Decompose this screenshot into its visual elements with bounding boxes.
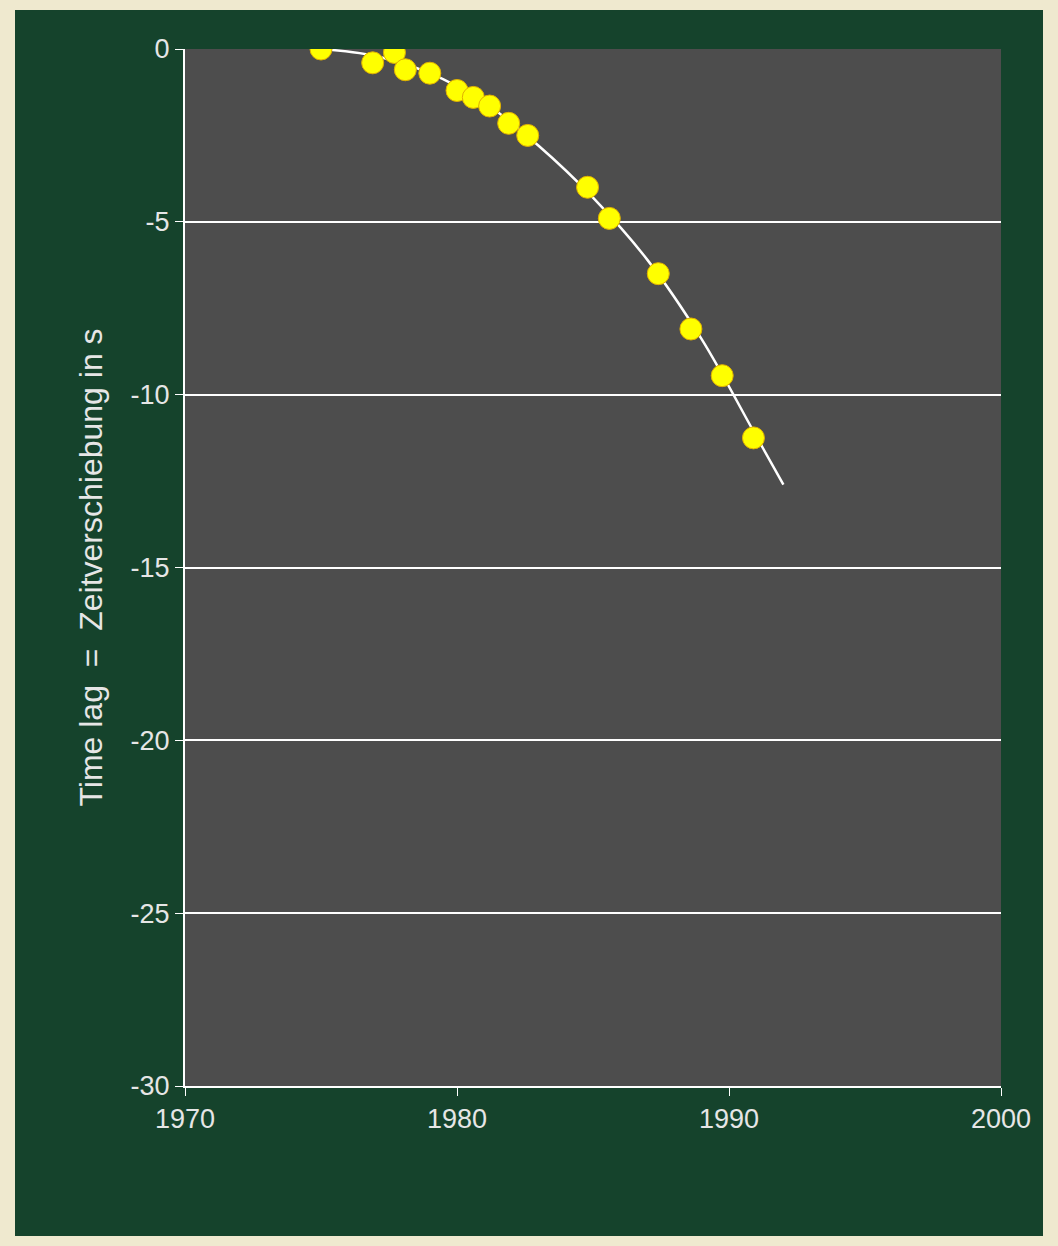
svg-text:-30: -30: [131, 1071, 170, 1101]
svg-text:1980: 1980: [427, 1104, 487, 1134]
svg-text:2000: 2000: [971, 1104, 1031, 1134]
svg-text:-25: -25: [131, 899, 170, 929]
svg-text:-15: -15: [131, 553, 170, 583]
svg-text:-10: -10: [131, 380, 170, 410]
svg-text:1990: 1990: [699, 1104, 759, 1134]
svg-text:Time lag = Zeitverschiebung: Time lag = Zeitverschiebung in s: [73, 328, 109, 806]
svg-text:0: 0: [155, 34, 170, 64]
svg-text:-5: -5: [146, 207, 170, 237]
svg-text:1970: 1970: [155, 1104, 215, 1134]
svg-text:-20: -20: [131, 726, 170, 756]
